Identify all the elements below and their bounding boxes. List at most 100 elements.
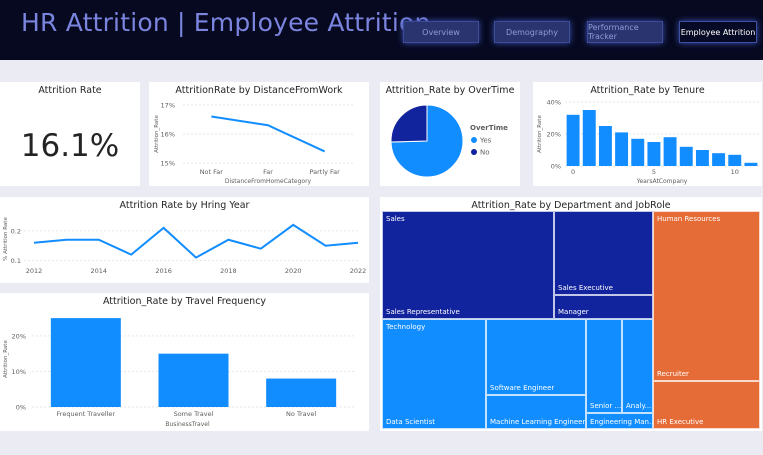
travel-chart-title: Attrition_Rate by Travel Frequency [102,296,267,307]
tenure-bar[interactable] [728,154,742,166]
distance-xtick-label: Not Far [200,168,224,176]
overtime-legend-label: No [480,149,490,157]
distance-chart-title: AttritionRate by DistanceFromWork [175,85,343,96]
distance-yaxis-title: Attrition_Rate [154,115,160,153]
nav-performance-tracker-button[interactable]: Performance Tracker [587,21,663,43]
hiring-xtick-label: 2018 [220,267,237,275]
treemap-cell-sales-executive[interactable]: Sales Executive [554,211,653,295]
hiring-xtick-label: 2012 [26,267,43,275]
tenure-bar[interactable] [631,138,645,166]
header-bar: HR Attrition | Employee Attrition Overvi… [0,0,763,60]
tenure-bar[interactable] [615,132,629,166]
treemap-label-data-scientist: Data Scientist [386,418,435,426]
tenure-xtick-label: 0 [571,168,575,176]
attrition-rate-title: Attrition Rate [38,85,102,96]
travel-ytick-label: 10% [12,368,26,376]
travel-yaxis-title: Attrition_Rate [3,340,9,378]
treemap-label-analyst: Analy... [626,402,652,410]
tenure-ytick-label: 0% [551,163,561,171]
attrition-rate-card: Attrition Rate 16.1% [0,82,140,186]
tenure-bar[interactable] [647,142,661,166]
hiring-ytick-label: 0.1 [11,257,21,265]
travel-xtick-label: Frequent Traveller [57,410,116,418]
tenure-bar[interactable] [598,126,612,166]
tenure-chart-card: Attrition_Rate by Tenure 40% 20% 0% 0 5 10 Yea… [533,82,762,186]
overtime-legend-marker [471,137,477,143]
travel-xaxis-title: BusinessTravel [165,421,210,428]
travel-ytick-label: 20% [12,332,26,340]
tenure-bar[interactable] [663,137,677,166]
distance-chart: 17% 16% 15% Not Far Far Partly Far DistanceFro… [154,101,353,185]
hiring-chart-card: Attrition Rate by Hring Year 0.2 0.1 2012 2… [0,197,369,283]
travel-bar[interactable] [50,318,121,407]
distance-chart-card: AttritionRate by DistanceFromWork 17% 16%… [149,82,369,186]
treemap-cell-sales-representative[interactable]: Sales Sales Representative [382,211,554,319]
travel-bar[interactable] [266,378,337,407]
treemap-label-engineering-manager: Engineering Man... [590,418,656,426]
distance-ytick-label: 15% [161,160,175,168]
treemap-label-manager: Manager [558,308,589,316]
nav-overview-button[interactable]: Overview [403,21,479,43]
treemap-label-senior: Senior ... [590,402,622,410]
distance-line[interactable] [211,115,326,153]
treemap-cell-hr-executive[interactable]: HR Executive [653,381,760,429]
treemap-cell-data-scientist[interactable]: Technology Data Scientist [382,319,486,429]
overtime-legend-title: OverTime [470,124,508,132]
treemap-cell-analyst[interactable]: Analy... [622,319,653,413]
tenure-bar[interactable] [712,153,726,166]
treemap-cell-software-engineer[interactable]: Software Engineer [486,319,586,395]
hiring-line[interactable] [33,223,359,259]
treemap-label-hr-executive: HR Executive [657,418,704,426]
treemap-chart: Sales Sales Representative Sales Executi… [382,211,760,429]
hiring-xtick-label: 2022 [350,267,367,275]
treemap-card: Attrition_Rate by Department and JobRole… [380,197,762,431]
hiring-xtick-label: 2014 [91,267,108,275]
overtime-chart-title: Attrition_Rate by OverTime [385,85,515,96]
distance-xtick-label: Far [263,168,273,176]
tenure-yaxis-title: Attrition_Rate [537,115,543,153]
overtime-chart: OverTime Yes No [390,104,508,178]
hiring-ytick-label: 0.2 [11,227,21,235]
travel-xtick-label: Some Travel [174,410,214,418]
tenure-xaxis-title: YearsAtCompany [636,178,688,185]
travel-xtick-label: No Travel [286,410,316,418]
treemap-cell-manager[interactable]: Manager [554,295,653,319]
distance-ytick-label: 17% [161,101,175,109]
tenure-chart-title: Attrition_Rate by Tenure [590,85,705,96]
distance-xtick-label: Partly Far [309,168,340,176]
treemap-title: Attrition_Rate by Department and JobRole [471,200,671,211]
treemap-cell-engineering-manager[interactable]: Engineering Man... [586,413,656,429]
distance-ytick-label: 16% [161,131,175,139]
tenure-chart: 40% 20% 0% 0 5 10 YearsAtCompany Attrition_Rate [537,99,759,185]
travel-chart-card: Attrition_Rate by Travel Frequency 20% 10… [0,293,369,431]
treemap-dept-label-human-resources: Human Resources [657,215,721,223]
tenure-bar[interactable] [566,114,580,166]
tenure-ytick-label: 40% [547,99,561,107]
tenure-bar[interactable] [744,162,758,166]
overtime-slice-yes[interactable] [390,104,464,178]
treemap-cell-machine-learning-engineer[interactable]: Machine Learning Engineer [486,395,586,429]
treemap-label-sales-representative: Sales Representative [386,308,460,316]
overtime-chart-card: Attrition_Rate by OverTime OverTime Yes No [380,82,520,186]
travel-chart: 20% 10% 0% Frequent Traveller Some Travel No … [3,318,355,428]
treemap-dept-label-technology: Technology [386,323,426,331]
tenure-xtick-label: 10 [731,168,739,176]
travel-bar[interactable] [158,353,229,407]
treemap-cell-recruiter[interactable]: Human Resources Recruiter [653,211,760,381]
tenure-xtick-label: 5 [652,168,656,176]
overtime-legend-label: Yes [479,137,492,145]
overtime-legend-marker [471,149,477,155]
treemap-cell-senior[interactable]: Senior ... [586,319,622,413]
overtime-slice-no[interactable] [390,104,428,143]
tenure-bar[interactable] [695,150,709,166]
tenure-bar[interactable] [582,110,596,166]
nav-demography-button[interactable]: Demography [494,21,570,43]
tenure-ytick-label: 20% [547,131,561,139]
distance-xaxis-title: DistanceFromHomeCategory [225,178,312,185]
treemap-dept-label-sales: Sales [386,215,405,223]
nav-employee-attrition-button[interactable]: Employee Attrition [679,21,757,43]
hiring-xtick-label: 2016 [155,267,172,275]
tenure-bar[interactable] [679,146,693,166]
attrition-rate-value: 16.1% [20,128,120,164]
treemap-label-recruiter: Recruiter [657,370,689,378]
